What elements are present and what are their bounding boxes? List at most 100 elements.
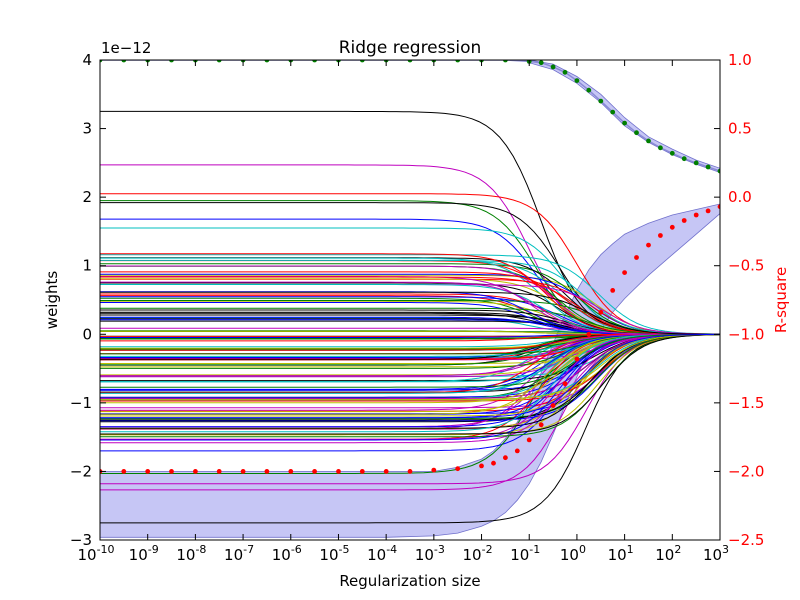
r-square-point-1-9 <box>312 469 317 474</box>
weight-path-34 <box>100 263 720 335</box>
r-square-point-1-30 <box>646 242 651 248</box>
r-square-point-1-25 <box>586 331 592 337</box>
r-square-point-1-36 <box>717 204 720 210</box>
x-tick-label-2: 10-8 <box>176 543 206 564</box>
y-tick-label-5: −1 <box>70 394 92 412</box>
weight-path-114 <box>100 271 720 335</box>
y-offset-label: 1e−12 <box>101 39 151 57</box>
weight-path-45 <box>100 254 720 335</box>
y2-tick-label-2: 0.0 <box>728 188 752 206</box>
r-square-point-1-21 <box>538 422 544 428</box>
weight-paths <box>100 110 720 524</box>
y-axis-left: 4 3 2 1 0 −1 −2 −3 <box>70 51 106 549</box>
weight-path-57 <box>100 273 720 335</box>
weight-path-134 <box>100 333 720 391</box>
r-square-point-0-29 <box>658 145 663 151</box>
weight-path-133 <box>100 334 720 435</box>
r-square-point-0-21 <box>562 69 568 75</box>
weight-path-83 <box>100 334 720 420</box>
x-tick-label-13: 103 <box>703 543 729 564</box>
r-square-point-0-31 <box>681 156 687 162</box>
plot-frame <box>99 59 721 541</box>
chart-title: Ridge regression <box>339 38 482 58</box>
r-square-point-1-20 <box>526 437 532 443</box>
r-square-point-0-32 <box>693 160 699 166</box>
weight-path-137 <box>100 333 720 377</box>
r-square-point-0-19 <box>538 60 544 66</box>
r-square-point-0-34 <box>717 168 720 174</box>
r-square-point-1-13 <box>407 469 413 474</box>
weight-path-49 <box>100 333 720 382</box>
weight-path-102 <box>100 333 720 444</box>
y-axis-right: 1.0 0.5 0.0 −0.5 −1.0 −1.5 −2.0 −2.5 <box>714 51 764 549</box>
y2-tick-label-6: −2.0 <box>728 462 764 480</box>
r-square-point-1-27 <box>610 288 616 293</box>
r-square-point-0-28 <box>646 138 651 144</box>
weight-path-138 <box>100 334 720 401</box>
r-square-point-1-14 <box>431 467 437 473</box>
r-square-point-1-2 <box>145 469 151 474</box>
weight-path-140 <box>100 291 720 335</box>
y2-axis-label: R-square <box>772 267 790 333</box>
r-square-point-0-3 <box>169 60 174 63</box>
r-square-point-0-11 <box>359 60 365 63</box>
weight-path-68 <box>100 333 720 436</box>
r-square-point-1-28 <box>622 270 627 275</box>
r-square-point-1-31 <box>658 233 663 238</box>
r-square-point-1-8 <box>288 469 294 474</box>
r-square-point-0-15 <box>455 60 461 63</box>
r-square-point-0-22 <box>574 78 580 83</box>
weight-path-118 <box>100 307 720 335</box>
x-tick-label-11: 101 <box>608 543 634 564</box>
r-square-point-1-17 <box>491 460 496 466</box>
x-tick-label-6: 10-4 <box>367 543 397 564</box>
weight-path-14 <box>100 333 720 423</box>
r-square-point-1-4 <box>193 469 198 474</box>
weight-path-6 <box>100 227 720 335</box>
y2-tick-label-1: 0.5 <box>728 120 752 138</box>
x-tick-label-1: 10-9 <box>129 543 159 564</box>
r-square-point-0-7 <box>264 60 270 63</box>
y2-tick-label-5: −1.5 <box>728 394 764 412</box>
r-square-point-1-15 <box>455 466 461 472</box>
x-tick-label-9: 10-1 <box>510 543 540 564</box>
r-square-line-0 <box>100 60 720 172</box>
r-square-point-0-30 <box>669 150 675 156</box>
y-tick-label-7: −3 <box>70 531 92 549</box>
confidence-bands <box>100 60 720 538</box>
weight-path-111 <box>100 333 720 355</box>
x-tick-label-0: 10-10 <box>77 543 114 564</box>
r-square-point-0-23 <box>586 87 592 93</box>
x-tick-label-10: 100 <box>560 543 586 564</box>
weight-path-126 <box>100 334 720 429</box>
weight-path-116 <box>100 333 720 440</box>
r-square-point-1-22 <box>550 403 556 408</box>
r-square-point-0-33 <box>705 164 711 170</box>
weight-path-107 <box>100 253 720 335</box>
r-square-point-0-9 <box>312 60 317 63</box>
r-square-point-1-24 <box>574 356 580 362</box>
weight-path-120 <box>100 316 720 335</box>
weight-path-2 <box>100 193 720 335</box>
weight-path-101 <box>100 259 720 335</box>
weight-path-81 <box>100 333 720 400</box>
y2-tick-label-4: −1.0 <box>728 325 764 343</box>
weight-path-112 <box>100 334 720 421</box>
r-square-point-0-1 <box>121 60 127 63</box>
weight-path-141 <box>100 333 720 419</box>
r-square-point-1-7 <box>264 469 270 474</box>
y-tick-label-4: 0 <box>82 325 92 343</box>
y-tick-label-0: 4 <box>82 51 92 69</box>
r-square-point-0-24 <box>598 98 604 104</box>
y2-tick-label-0: 1.0 <box>728 51 752 69</box>
r-square-point-0-5 <box>216 60 222 63</box>
x-tick-label-8: 10-2 <box>463 543 493 564</box>
y-tick-label-6: −2 <box>70 462 92 480</box>
r-square-point-1-16 <box>479 463 484 469</box>
y2-tick-label-7: −2.5 <box>728 531 764 549</box>
r-square-point-1-5 <box>216 469 222 474</box>
y-axis-label: weights <box>43 271 61 330</box>
r-square-point-0-25 <box>610 109 616 115</box>
weight-path-121 <box>100 276 720 335</box>
